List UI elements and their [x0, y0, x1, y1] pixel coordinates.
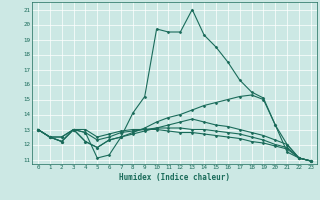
- X-axis label: Humidex (Indice chaleur): Humidex (Indice chaleur): [119, 173, 230, 182]
